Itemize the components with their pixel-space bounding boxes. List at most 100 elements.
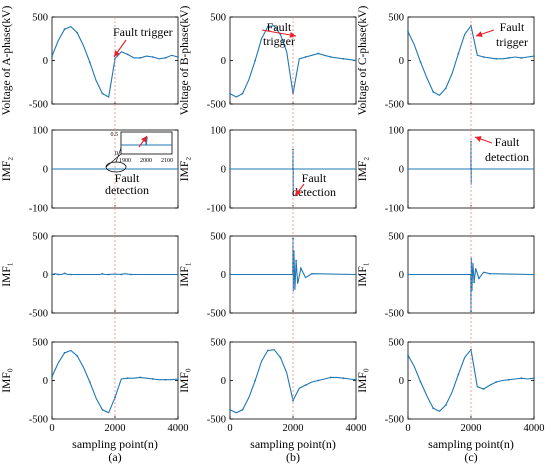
data-point: [470, 310, 472, 313]
subfigure-caption: (c): [464, 450, 477, 464]
data-point: [489, 272, 491, 275]
fault-trigger-arrow: [475, 29, 495, 37]
data-point: [51, 55, 53, 58]
data-point: [317, 379, 320, 382]
data-point: [57, 273, 60, 276]
x-tick-label: 2000: [105, 423, 126, 434]
data-point: [126, 377, 129, 380]
data-point: [482, 56, 485, 58]
x-tick-label: 2000: [461, 423, 482, 434]
data-point: [266, 349, 269, 352]
data-point: [229, 273, 231, 276]
data-point: [126, 53, 129, 56]
fault-detection-label-line2: detection: [105, 183, 149, 197]
data-point: [241, 408, 244, 411]
panel-1-3: 500 0 -500 IMF₁: [1, 232, 179, 320]
data-point: [470, 168, 473, 170]
y-tick-label: 0: [399, 56, 404, 67]
fault-trigger-arrow: [261, 29, 297, 38]
data-point: [317, 52, 320, 55]
data-point: [279, 356, 282, 359]
data-point: [419, 61, 422, 64]
y-tick-label: 0: [399, 376, 404, 387]
y-axis-label: IMF₀: [179, 368, 191, 392]
data-point: [419, 381, 422, 383]
data-point: [70, 273, 72, 276]
data-point: [329, 376, 332, 379]
fault-detection-label-line1: Fault: [115, 171, 140, 185]
data-point: [342, 57, 345, 60]
y-tick-label: -500: [207, 100, 226, 111]
y-tick-label: 500: [210, 232, 226, 243]
data-point: [139, 56, 142, 59]
y-tick-label: 0: [43, 165, 48, 176]
y-tick-label: -500: [207, 309, 226, 320]
data-point: [299, 267, 302, 270]
data-point: [63, 272, 66, 275]
data-point: [533, 377, 535, 380]
y-axis-label: IMF₂: [1, 157, 13, 181]
inset-y-tick-label: 0: [115, 151, 118, 157]
data-point: [164, 378, 167, 381]
data-point: [114, 396, 116, 399]
data-point: [51, 375, 53, 378]
y-tick-label: 500: [32, 13, 48, 24]
arrow-head: [141, 136, 147, 143]
panel-1-1: 500 0 -500 Voltage of A-phase(kV): [1, 6, 179, 115]
data-point: [76, 354, 79, 357]
data-point: [342, 377, 345, 380]
data-point: [507, 56, 510, 59]
fault-trigger-arrow: [113, 39, 127, 58]
y-axis-label: IMF₂: [357, 157, 369, 181]
x-tick-label: 4000: [346, 423, 367, 434]
inset-x-tick-label: 2100: [161, 158, 173, 164]
inset-x-tick-label: 2000: [140, 158, 152, 164]
data-point: [311, 272, 313, 275]
x-tick-label: 0: [405, 423, 410, 434]
data-point: [470, 348, 472, 351]
data-point: [293, 250, 295, 253]
x-tick-label: 2000: [283, 423, 304, 434]
inset-x-tick-label: 1900: [119, 158, 131, 164]
data-point: [432, 90, 435, 93]
data-point: [88, 381, 91, 383]
data-point: [507, 378, 510, 381]
y-tick-label: 0: [221, 165, 226, 176]
data-point: [266, 25, 269, 28]
data-point: [407, 354, 409, 356]
y-tick-label: 500: [32, 338, 48, 349]
data-point: [495, 57, 498, 60]
data-point: [101, 92, 104, 95]
data-point: [520, 377, 523, 380]
y-tick-label: -500: [385, 309, 404, 320]
y-tick-label: 0: [43, 270, 48, 281]
y-axis-label: IMF₁: [1, 262, 13, 286]
data-point: [292, 237, 294, 240]
fault-trigger-label-line2: trigger: [496, 35, 528, 49]
data-point: [76, 31, 79, 34]
y-tick-label: 500: [32, 232, 48, 243]
x-tick-label: 4000: [168, 423, 189, 434]
y-axis-label: IMF₀: [1, 368, 13, 392]
y-tick-label: 0: [43, 56, 48, 67]
x-tick-label: 0: [49, 423, 54, 434]
series-line: [230, 149, 356, 197]
data-point: [407, 30, 409, 33]
y-tick-label: -500: [29, 309, 48, 320]
arrow-head: [114, 50, 120, 57]
data-point: [101, 272, 104, 275]
panel-2-1: 500 0 -500 Voltage of B-phase(kV): [179, 6, 357, 115]
inset-y-tick-label: 0.5: [111, 132, 119, 138]
panel-2-3: 500 0 -500 IMF₁: [179, 232, 357, 320]
y-axis-label: IMF₁: [179, 262, 191, 286]
y-axis-label: IMF₀: [357, 368, 369, 392]
y-tick-label: -100: [29, 204, 48, 215]
y-axis-label: IMF₁: [357, 262, 369, 286]
data-point: [151, 56, 154, 58]
x-axis-label: sampling point(n): [428, 437, 514, 451]
panel-2-2: 100 0 -100 IMF₂: [179, 126, 357, 215]
